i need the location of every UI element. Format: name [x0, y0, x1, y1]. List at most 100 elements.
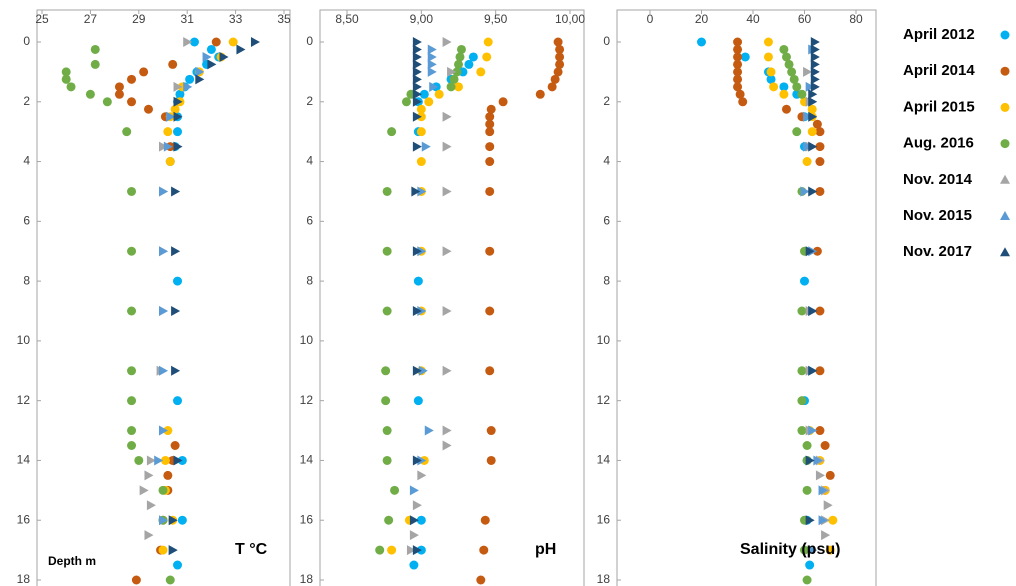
- legend-marker: [1000, 174, 1010, 184]
- data-point: [740, 52, 750, 62]
- data-point: [803, 111, 813, 122]
- data-point: [476, 575, 486, 585]
- data-point: [412, 96, 422, 107]
- data-point: [810, 81, 820, 92]
- data-point: [821, 530, 831, 541]
- data-point: [173, 276, 183, 286]
- x-tick-label: 25: [35, 12, 49, 26]
- data-point: [733, 37, 743, 47]
- data-point: [421, 141, 431, 152]
- data-point: [485, 366, 495, 376]
- data-point: [146, 500, 156, 511]
- data-point: [202, 51, 212, 62]
- legend-label: Aug. 2016: [903, 135, 974, 152]
- data-point: [159, 515, 168, 526]
- data-point: [173, 96, 183, 107]
- data-point: [792, 82, 802, 92]
- data-point: [158, 485, 168, 495]
- data-point: [815, 127, 825, 137]
- data-point: [163, 470, 173, 480]
- data-point: [401, 97, 411, 107]
- data-point: [808, 89, 818, 100]
- data-point: [805, 515, 815, 526]
- data-point: [802, 575, 812, 585]
- data-point: [127, 306, 137, 316]
- data-point: [427, 59, 437, 70]
- data-point: [442, 111, 452, 122]
- data-point: [805, 246, 815, 257]
- data-point: [139, 67, 149, 77]
- data-point: [206, 44, 216, 54]
- data-point: [163, 141, 173, 152]
- data-point: [797, 366, 807, 376]
- data-point: [189, 37, 199, 47]
- data-point: [800, 276, 809, 286]
- data-point: [815, 366, 825, 376]
- data-point: [416, 157, 426, 167]
- data-point: [381, 396, 391, 406]
- data-point: [228, 37, 238, 47]
- data-point: [185, 74, 195, 84]
- data-point: [131, 575, 141, 585]
- data-point: [127, 441, 137, 450]
- data-point: [808, 141, 818, 152]
- data-point: [808, 96, 818, 107]
- data-point: [815, 470, 825, 481]
- y-tick-label: 2: [603, 94, 610, 108]
- data-point: [442, 246, 452, 257]
- data-point: [122, 127, 132, 137]
- data-point: [412, 66, 422, 77]
- data-point: [159, 246, 168, 257]
- data-point: [779, 82, 789, 92]
- data-point: [158, 545, 168, 555]
- y-tick-label: 16: [17, 512, 31, 526]
- y-tick-label: 10: [17, 333, 31, 347]
- data-point: [219, 51, 229, 62]
- data-point: [166, 111, 176, 122]
- data-point: [805, 81, 815, 92]
- y-tick-label: 4: [23, 154, 30, 168]
- data-point: [555, 59, 565, 69]
- y-tick-label: 2: [306, 94, 313, 108]
- x-tick-label: 40: [746, 12, 760, 26]
- data-point: [173, 396, 183, 406]
- data-point: [127, 246, 137, 256]
- data-point: [486, 104, 496, 114]
- data-point: [808, 186, 818, 197]
- axis-label: T °C: [235, 541, 268, 558]
- data-point: [787, 67, 797, 77]
- y-tick-label: 14: [597, 453, 611, 467]
- data-point: [485, 119, 495, 129]
- data-point: [805, 560, 815, 570]
- data-point: [387, 545, 397, 555]
- data-point: [61, 67, 71, 77]
- data-point: [454, 59, 463, 69]
- data-point: [429, 81, 439, 92]
- y-tick-label: 2: [23, 94, 30, 108]
- data-point: [808, 545, 818, 556]
- y-tick-label: 4: [306, 154, 313, 168]
- data-point: [812, 246, 822, 256]
- data-point: [763, 37, 773, 47]
- data-point: [416, 515, 426, 525]
- data-point: [384, 515, 394, 525]
- data-point: [807, 127, 817, 137]
- data-point: [733, 67, 743, 77]
- data-point: [550, 74, 560, 84]
- data-point: [434, 89, 444, 99]
- data-point: [382, 186, 392, 196]
- data-point: [733, 44, 743, 54]
- data-point: [173, 127, 183, 137]
- x-tick-label: 9,50: [484, 12, 508, 26]
- data-point: [139, 485, 149, 496]
- data-point: [409, 485, 419, 496]
- data-point: [825, 470, 835, 480]
- x-tick-label: 33: [229, 12, 243, 26]
- data-point: [160, 455, 170, 465]
- data-point: [447, 66, 457, 77]
- axis-label: Salinity (psu): [740, 541, 840, 558]
- panel-frame: [36, 9, 291, 586]
- data-point: [424, 97, 434, 107]
- data-point: [382, 246, 392, 256]
